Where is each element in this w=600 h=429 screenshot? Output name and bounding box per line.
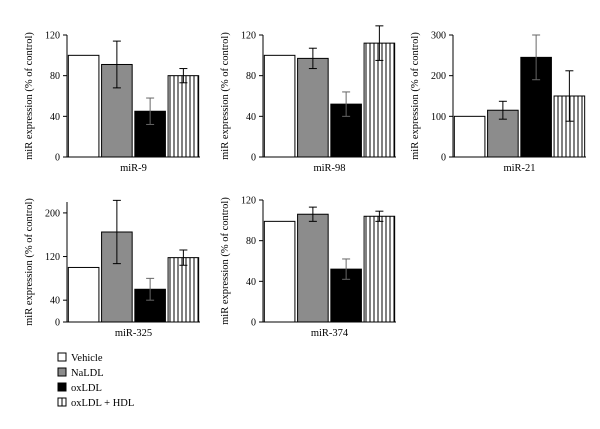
y-tick-label: 0 [441, 153, 446, 164]
x-axis-label: miR-325 [115, 328, 152, 339]
y-tick-label: 40 [246, 112, 256, 123]
y-tick-label: 0 [251, 153, 256, 164]
y-tick-label: 120 [241, 196, 256, 207]
chart-panel-mir-98: 0 40 80 120 miR expression (% of control) miR… [220, 25, 396, 174]
y-tick-label: 120 [241, 31, 256, 42]
y-tick-label: 200 [431, 71, 446, 82]
legend-swatch-vehicle [57, 352, 67, 362]
chart-panels: 0 40 80 120 miR expression (% of control) miR… [24, 25, 586, 339]
legend-swatch-naldl [57, 367, 67, 377]
bar-oxldl-hdl [363, 215, 396, 323]
y-tick-label: 40 [50, 112, 60, 123]
y-axis-title: miR expression (% of control) [220, 197, 231, 325]
y-tick-label: 0 [55, 153, 60, 164]
legend-item-naldl: NaLDL [57, 367, 104, 379]
y-tick-label: 40 [50, 296, 60, 307]
y-axis-title: miR expression (% of control) [24, 198, 35, 326]
legend-label-naldl: NaLDL [71, 368, 104, 379]
bar-oxldl-hdl [363, 42, 396, 158]
legend-item-oxldl-hdl: oxLDL + HDL [57, 397, 134, 409]
y-tick-label: 80 [246, 236, 256, 247]
y-axis-title: miR expression (% of control) [220, 32, 231, 160]
y-tick-label: 120 [45, 252, 60, 263]
legend: Vehicle NaLDL oxLDL oxLDL + HDL [57, 352, 134, 409]
y-tick-label: 40 [246, 277, 256, 288]
chart-panel-mir-9: 0 40 80 120 miR expression (% of control) miR… [24, 31, 200, 174]
bar-vehicle [67, 54, 100, 158]
y-tick-label: 200 [45, 208, 60, 219]
bar-vehicle [453, 115, 486, 158]
chart-panel-mir-325: 0 40 120 200 miR expression (% of control) mi… [24, 198, 200, 339]
y-tick-label: 0 [251, 318, 256, 329]
bar-naldl [297, 213, 329, 323]
x-axis-label: miR-374 [311, 328, 349, 339]
legend-swatch-oxldl-hdl [57, 397, 67, 407]
y-tick-label: 80 [246, 71, 256, 82]
chart-panel-mir-374: 0 40 80 120 miR expression (% of control) miR… [220, 196, 396, 339]
x-axis-label: miR-98 [313, 163, 345, 174]
legend-swatch-oxldl [57, 382, 67, 392]
legend-label-oxldl-hdl: oxLDL + HDL [71, 398, 134, 409]
y-tick-label: 80 [50, 71, 60, 82]
legend-item-vehicle: Vehicle [57, 352, 103, 364]
y-tick-label: 300 [431, 31, 446, 42]
legend-label-oxldl: oxLDL [71, 383, 102, 394]
x-axis-label: miR-21 [503, 163, 535, 174]
y-tick-label: 0 [55, 318, 60, 329]
legend-item-oxldl: oxLDL [57, 382, 102, 394]
bar-vehicle [263, 220, 296, 323]
bar-oxldl-hdl [167, 257, 200, 323]
chart-panel-mir-21: 0 100 200 300 miR expression (% of control) m… [410, 31, 586, 174]
bar-naldl [297, 57, 329, 158]
y-axis-title: miR expression (% of control) [410, 32, 421, 160]
y-axis-title: miR expression (% of control) [24, 32, 35, 160]
bar-oxldl-hdl [167, 75, 200, 158]
legend-label-vehicle: Vehicle [71, 353, 103, 364]
x-axis-label: miR-9 [120, 163, 147, 174]
y-tick-label: 100 [431, 112, 446, 123]
bar-vehicle [67, 266, 100, 323]
y-tick-label: 120 [45, 31, 60, 42]
bar-vehicle [263, 54, 296, 158]
